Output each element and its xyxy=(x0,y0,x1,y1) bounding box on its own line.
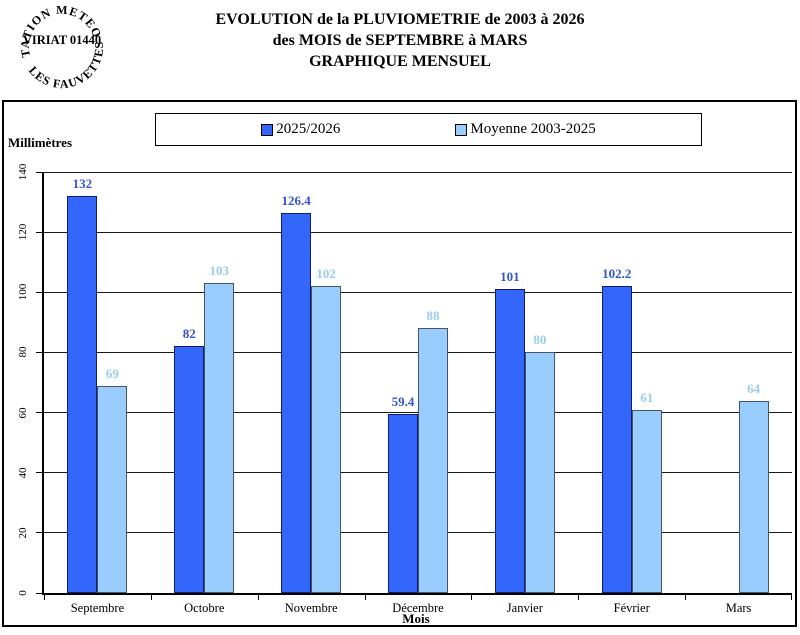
bar-moyenne-2003-2025 xyxy=(204,283,235,593)
bar-value-label: 61 xyxy=(640,389,654,405)
legend: 2025/2026 Moyenne 2003-2025 xyxy=(155,113,702,146)
y-tick-label: 20 xyxy=(17,527,29,539)
y-axis-title: Millimètres xyxy=(8,135,73,150)
bar-value-label: 103 xyxy=(209,263,230,279)
title-line-1: EVOLUTION de la PLUVIOMETRIE de 2003 à 2… xyxy=(215,11,585,28)
y-axis-tick xyxy=(36,412,44,414)
category-label: Mars xyxy=(725,601,752,615)
bar-value-label: 126.4 xyxy=(281,192,311,208)
bar-value-label: 59.4 xyxy=(391,394,415,410)
category-label: Octobre xyxy=(184,601,225,615)
chart-frame: 2025/2026 Moyenne 2003-2025 Millimètres … xyxy=(2,100,797,627)
x-axis-tick xyxy=(471,593,472,600)
bar-value-label: 132 xyxy=(72,176,93,192)
x-axis-tick xyxy=(685,593,686,600)
bar-moyenne-2003-2025 xyxy=(631,409,662,593)
bar-moyenne-2003-2025 xyxy=(311,286,342,593)
x-axis-tick xyxy=(44,593,45,600)
title-line-2: des MOIS de SEPTEMBRE à MARS xyxy=(272,32,528,49)
bar-2025-2026 xyxy=(174,346,205,593)
bar-value-label: 101 xyxy=(500,269,520,285)
x-axis-tick xyxy=(578,593,579,600)
y-axis-tick xyxy=(36,532,44,534)
bar-value-label: 64 xyxy=(747,380,761,396)
y-tick-label: 140 xyxy=(17,163,29,181)
category-label: Décembre xyxy=(392,601,444,615)
chart-title: EVOLUTION de la PLUVIOMETRIE de 2003 à 2… xyxy=(0,9,800,72)
y-axis-tick xyxy=(36,171,44,173)
y-axis-tick xyxy=(36,592,44,594)
plot-area: 0 20 40 60 80 100 120 140 132 82 126.4 59.4 101 102.2… xyxy=(17,164,792,615)
category-label: Novembre xyxy=(284,601,338,615)
bar-2025-2026 xyxy=(388,414,418,593)
x-axis-tick xyxy=(791,593,792,600)
bar-value-label: 102 xyxy=(316,266,336,282)
category-label: Septembre xyxy=(70,601,125,615)
bar-2025-2026 xyxy=(67,196,98,593)
bar-value-label: 102.2 xyxy=(602,265,632,281)
y-tick-label: 60 xyxy=(17,407,29,419)
legend-swatch-moyenne xyxy=(455,123,468,136)
gridline xyxy=(44,231,792,233)
y-axis-tick xyxy=(36,472,44,474)
x-axis-tick xyxy=(258,593,259,600)
bar-value-label: 82 xyxy=(182,326,196,342)
gridline xyxy=(44,171,792,173)
y-tick-label: 100 xyxy=(17,284,29,301)
station-stamp: STATION METEO LES FAUVETTES VIRIAT 01440 xyxy=(4,0,118,98)
x-axis-title: Mois xyxy=(402,611,430,626)
x-axis-tick xyxy=(365,593,366,600)
y-tick-label: 120 xyxy=(17,223,29,241)
y-tick-label: 0 xyxy=(17,590,29,596)
bar-moyenne-2003-2025 xyxy=(97,385,128,593)
x-axis-tick xyxy=(151,593,152,600)
bar-2025-2026 xyxy=(281,212,312,593)
legend-label-moyenne: Moyenne 2003-2025 xyxy=(470,121,596,137)
legend-item-moyenne: Moyenne 2003-2025 xyxy=(455,121,596,138)
y-tick-label: 40 xyxy=(17,467,29,479)
legend-swatch-2025-2026 xyxy=(261,123,274,136)
bar-value-label: 88 xyxy=(426,308,440,324)
legend-label-2025-2026: 2025/2026 xyxy=(276,121,341,137)
bar-value-label: 69 xyxy=(105,365,119,381)
bar-moyenne-2003-2025 xyxy=(418,328,448,593)
bar-value-label: 80 xyxy=(533,332,547,348)
legend-item-2025-2026: 2025/2026 xyxy=(261,121,340,138)
y-tick-label: 80 xyxy=(17,346,29,358)
bar-2025-2026 xyxy=(601,285,632,593)
title-line-3: GRAPHIQUE MENSUEL xyxy=(309,53,491,70)
bar-moyenne-2003-2025 xyxy=(524,352,555,593)
y-axis-tick xyxy=(36,351,44,353)
category-label: Février xyxy=(613,601,650,615)
gridline xyxy=(44,291,792,293)
stamp-middle-text: VIRIAT 01440 xyxy=(23,33,101,47)
y-axis-tick xyxy=(36,291,44,293)
bar-moyenne-2003-2025 xyxy=(738,400,769,593)
y-axis-tick xyxy=(36,231,44,233)
category-label: Janvier xyxy=(506,601,543,615)
bar-2025-2026 xyxy=(494,289,525,593)
